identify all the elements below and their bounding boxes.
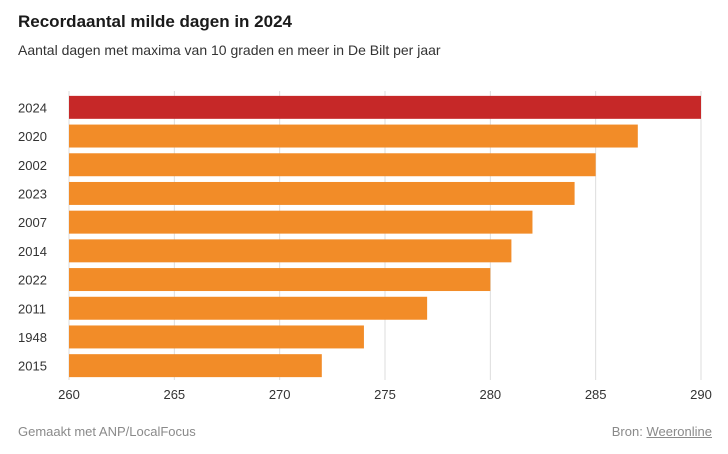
- bar: [69, 181, 575, 205]
- source-prefix: Bron:: [611, 424, 643, 439]
- bar: [69, 153, 596, 177]
- bar: [69, 325, 364, 349]
- footer-source: Bron: Weeronline: [612, 424, 712, 439]
- category-label: 2014: [18, 244, 47, 259]
- bar: [69, 239, 512, 263]
- category-label: 2023: [18, 186, 47, 201]
- source-link[interactable]: Weeronline: [646, 424, 712, 439]
- bar: [69, 210, 533, 234]
- bar: [69, 296, 428, 320]
- bar: [69, 354, 322, 378]
- x-tick-label: 260: [58, 387, 80, 402]
- chart-subtitle: Aantal dagen met maxima van 10 graden en…: [18, 42, 441, 58]
- bar: [69, 268, 491, 292]
- category-label: 2015: [18, 359, 47, 374]
- category-label: 2020: [18, 129, 47, 144]
- chart-title: Recordaantal milde dagen in 2024: [18, 12, 292, 31]
- bar: [69, 95, 701, 119]
- category-label: 1948: [18, 330, 47, 345]
- x-tick-label: 285: [585, 387, 607, 402]
- x-tick-label: 270: [269, 387, 291, 402]
- category-label: 2011: [18, 301, 46, 316]
- bar: [69, 124, 638, 148]
- category-label: 2007: [18, 215, 47, 230]
- category-label: 2022: [18, 273, 47, 288]
- x-tick-label: 280: [479, 387, 501, 402]
- x-tick-label: 290: [690, 387, 712, 402]
- x-tick-label: 265: [163, 387, 185, 402]
- footer-credit: Gemaakt met ANP/LocalFocus: [18, 424, 196, 439]
- x-tick-label: 275: [374, 387, 396, 402]
- category-label: 2002: [18, 158, 47, 173]
- category-label: 2024: [18, 100, 47, 115]
